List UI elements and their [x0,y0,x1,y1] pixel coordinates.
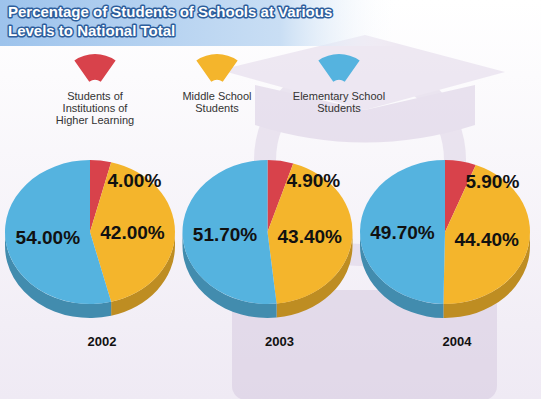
data-label: 43.40% [278,226,343,247]
data-label: 5.90% [465,171,519,192]
pie-slice [5,160,111,304]
pie-labels: 4.00% 42.00% 54.00% [16,170,165,247]
legend-line: Students [317,102,361,114]
pie-tops [360,160,530,304]
data-label: 49.70% [370,222,435,243]
legend-line: Elementary School [293,90,385,102]
data-label: 51.70% [193,224,258,245]
legend: Students ofInstitutions ofHigher Learnin… [56,54,385,126]
legend-line: Institutions of [63,102,129,114]
data-label: 44.40% [454,229,519,250]
data-label: 42.00% [100,222,165,243]
pie-tops [5,160,175,304]
legend-label: Elementary SchoolStudents [293,90,385,114]
pie-slice [268,163,353,303]
deco-ring [265,65,455,255]
chart-svg: Percentage of Students of Schools at Var… [0,0,541,399]
legend-swatch [74,54,115,82]
legend-swatch [196,54,237,82]
background [0,0,541,399]
category-label: 2002 [88,334,117,349]
legend-line: Students [195,102,239,114]
pie-tops [183,160,353,304]
legend-line: Middle School [182,90,251,102]
legend-line: Students of [67,90,124,102]
legend-label: Middle SchoolStudents [182,90,251,114]
deco-cap-band [255,85,475,143]
data-label: 4.90% [286,170,340,191]
pie [360,160,530,318]
chart-title: Percentage of Students of Schools at Var… [8,3,332,39]
pie [183,160,353,318]
legend-line: Higher Learning [56,114,134,126]
data-label: 54.00% [16,227,81,248]
legend-label: Students ofInstitutions ofHigher Learnin… [56,90,134,126]
category-label: 2004 [443,334,473,349]
pie-slice [183,160,277,304]
pie-slice [360,160,445,304]
title-band [0,0,400,46]
category-label: 2003 [265,334,294,349]
pie-labels: 5.90% 44.40% 49.70% [370,171,519,250]
title-line: Percentage of Students of Schools at Var… [8,3,332,20]
pie-slice [443,165,530,304]
title-line: Levels to National Total [8,22,175,39]
chart-root: Percentage of Students of Schools at Var… [0,0,541,399]
data-label: 4.00% [107,170,161,191]
pie [5,160,175,318]
pie-labels: 4.90% 43.40% 51.70% [193,170,342,246]
legend-swatch [318,54,359,82]
